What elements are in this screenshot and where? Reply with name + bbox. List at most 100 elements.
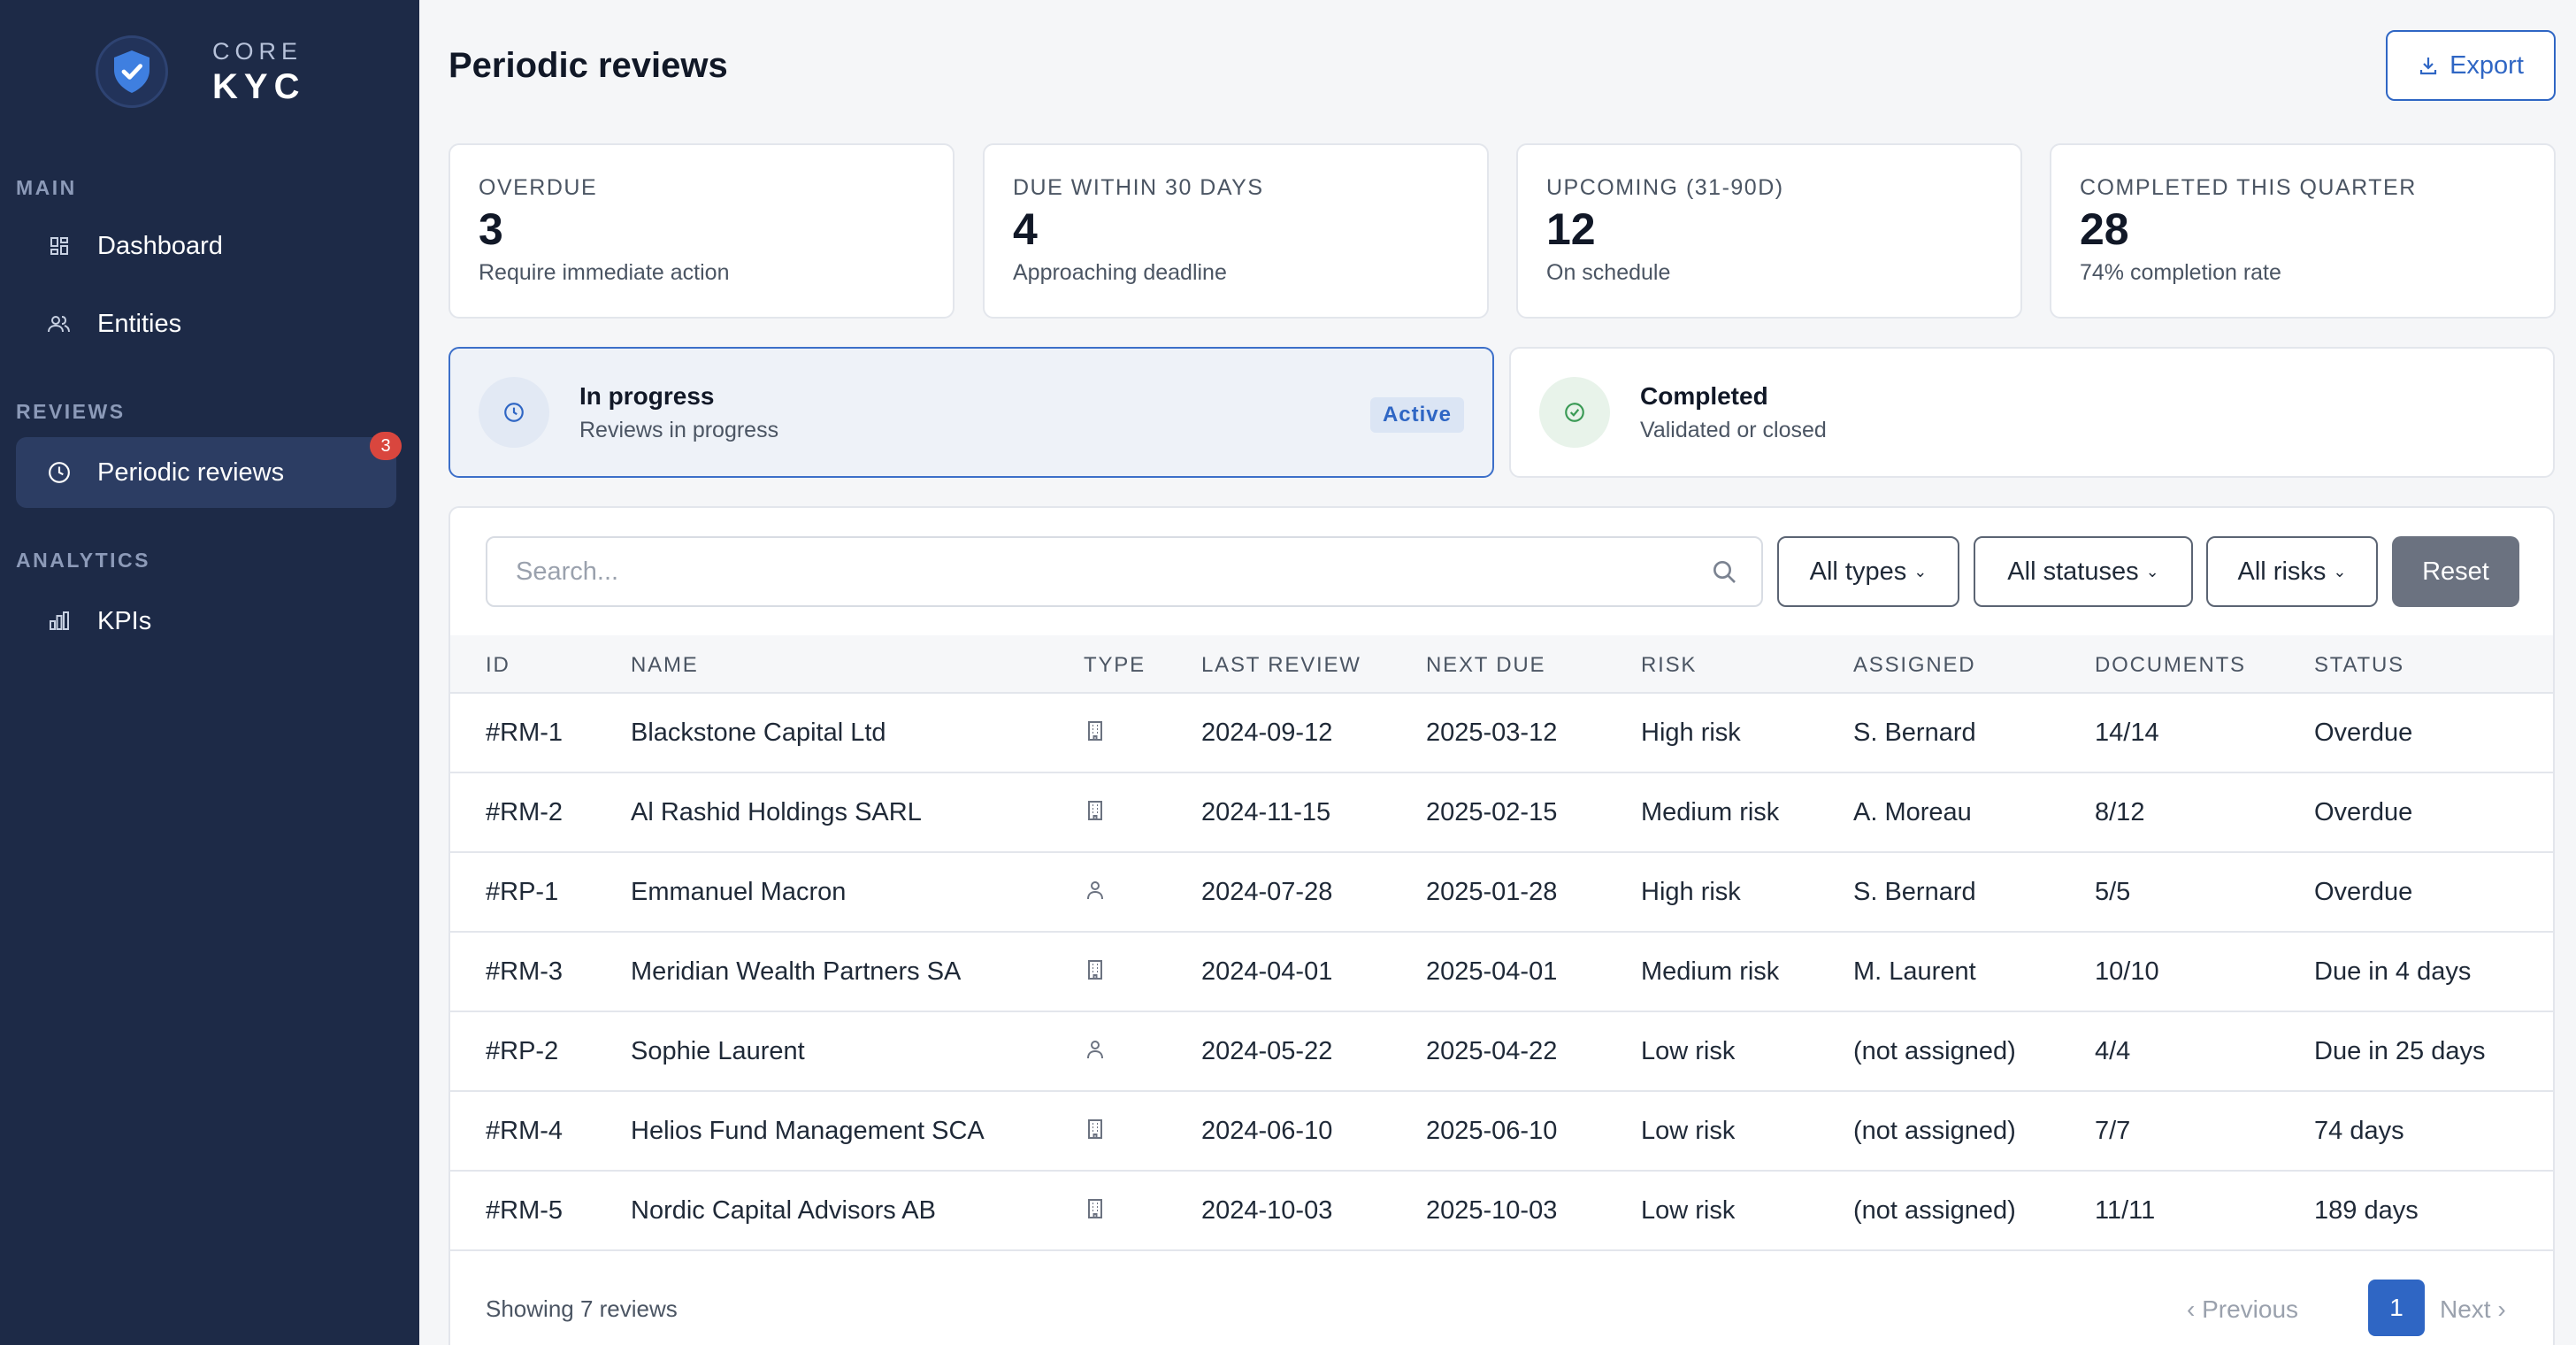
check-circle-icon xyxy=(1539,377,1610,448)
stat-value: 3 xyxy=(479,204,503,254)
cell-status: 74 days xyxy=(2314,1117,2404,1145)
table-row[interactable]: #RM-3 Meridian Wealth Partners SA 2024-04-… xyxy=(450,933,2553,1012)
cell-status: Due in 25 days xyxy=(2314,1037,2486,1065)
shield-check-icon xyxy=(96,35,168,108)
sidebar-item-entities[interactable]: Entities xyxy=(16,288,396,359)
cell-documents: 11/11 xyxy=(2095,1196,2156,1225)
stat-value: 4 xyxy=(1013,204,1038,254)
column-header-next-due[interactable]: NEXT DUE xyxy=(1426,653,1546,677)
pagination-next[interactable]: Next › xyxy=(2440,1295,2506,1323)
column-header-status[interactable]: STATUS xyxy=(2314,653,2404,677)
cell-assigned: A. Moreau xyxy=(1853,798,1972,826)
cell-documents: 14/14 xyxy=(2095,719,2159,747)
cell-last-review: 2024-06-10 xyxy=(1201,1117,1333,1145)
cell-name: Helios Fund Management SCA xyxy=(631,1117,985,1145)
table-row[interactable]: #RM-4 Helios Fund Management SCA 2024-06-1… xyxy=(450,1092,2553,1172)
filter-statuses-select[interactable]: All statuses ⌄ xyxy=(1974,536,2193,607)
cell-last-review: 2024-09-12 xyxy=(1201,719,1333,747)
cell-next-due: 2025-04-22 xyxy=(1426,1037,1558,1065)
tab-in-progress[interactable]: In progress Reviews in progress Active xyxy=(448,347,1494,478)
cell-assigned: S. Bernard xyxy=(1853,719,1976,747)
cell-risk: Low risk xyxy=(1641,1117,1736,1145)
cell-next-due: 2025-03-12 xyxy=(1426,719,1558,747)
chevron-down-icon: ⌄ xyxy=(2333,562,2347,580)
logo[interactable]: CORE KYC xyxy=(96,35,305,108)
tab-title: Completed xyxy=(1640,381,1768,410)
column-header-risk[interactable]: RISK xyxy=(1641,653,1698,677)
cell-assigned: (not assigned) xyxy=(1853,1196,2016,1225)
sidebar-item-kpis[interactable]: KPIs xyxy=(16,586,396,657)
notification-badge: 3 xyxy=(370,432,402,460)
reset-button[interactable]: Reset xyxy=(2392,536,2519,607)
cell-next-due: 2025-04-01 xyxy=(1426,957,1558,986)
cell-status: Overdue xyxy=(2314,878,2413,906)
table-row[interactable]: #RM-2 Al Rashid Holdings SARL 2024-11-15 20… xyxy=(450,773,2553,853)
cell-next-due: 2025-10-03 xyxy=(1426,1196,1558,1225)
stat-value: 12 xyxy=(1546,204,1596,254)
stat-sub: 74% completion rate xyxy=(2080,259,2281,285)
stat-sub: Require immediate action xyxy=(479,259,730,285)
tab-subtitle: Reviews in progress xyxy=(579,417,779,442)
stat-label: OVERDUE xyxy=(479,175,598,200)
cell-status: Due in 4 days xyxy=(2314,957,2472,986)
filter-label: All risks xyxy=(2237,557,2327,586)
cell-risk: Low risk xyxy=(1641,1196,1736,1225)
stat-card-due-30-days: DUE WITHIN 30 DAYS 4 Approaching deadlin… xyxy=(983,143,1489,319)
stat-value: 28 xyxy=(2080,204,2129,254)
tab-subtitle: Validated or closed xyxy=(1640,417,1827,442)
cell-risk: High risk xyxy=(1641,719,1741,747)
filter-label: All statuses xyxy=(2007,557,2139,586)
logo-top-text: CORE xyxy=(212,37,303,65)
pagination-previous[interactable]: ‹ Previous xyxy=(2187,1295,2299,1323)
cell-name: Emmanuel Macron xyxy=(631,878,847,906)
cell-id: #RM-5 xyxy=(486,1196,564,1225)
column-header-id[interactable]: ID xyxy=(486,653,510,677)
export-label: Export xyxy=(2450,50,2524,80)
active-badge: Active xyxy=(1369,397,1464,433)
column-header-assigned[interactable]: ASSIGNED xyxy=(1853,653,1976,677)
table-row[interactable]: #RP-1 Emmanuel Macron 2024-07-28 2025-01-28… xyxy=(450,853,2553,933)
cell-id: #RM-2 xyxy=(486,798,564,826)
chevron-down-icon: ⌄ xyxy=(1913,562,1928,580)
cell-name: Nordic Capital Advisors AB xyxy=(631,1196,936,1225)
pagination-page-1[interactable]: 1 xyxy=(2368,1280,2425,1336)
building-icon xyxy=(1085,959,1105,985)
search-input[interactable]: Search... xyxy=(486,536,1763,607)
download-icon xyxy=(2419,58,2437,75)
table-row[interactable]: #RM-5 Nordic Capital Advisors AB 2024-10-0… xyxy=(450,1172,2553,1251)
section-label-main: MAIN xyxy=(16,176,77,199)
bar-chart-icon xyxy=(46,608,73,634)
cell-last-review: 2024-10-03 xyxy=(1201,1196,1333,1225)
filter-types-select[interactable]: All types ⌄ xyxy=(1777,536,1959,607)
page-title: Periodic reviews xyxy=(448,46,728,85)
stat-card-upcoming: UPCOMING (31-90D) 12 On schedule xyxy=(1516,143,2022,319)
cell-id: #RM-4 xyxy=(486,1117,564,1145)
column-header-type[interactable]: TYPE xyxy=(1084,653,1146,677)
stat-card-overdue: OVERDUE 3 Require immediate action xyxy=(448,143,954,319)
tab-completed[interactable]: Completed Validated or closed xyxy=(1509,347,2555,478)
column-header-last-review[interactable]: LAST REVIEW xyxy=(1201,653,1361,677)
table-row[interactable]: #RM-1 Blackstone Capital Ltd 2024-09-12 202… xyxy=(450,694,2553,773)
cell-id: #RM-1 xyxy=(486,719,564,747)
cell-documents: 7/7 xyxy=(2095,1117,2131,1145)
sidebar-item-label: KPIs xyxy=(97,606,152,635)
cell-status: Overdue xyxy=(2314,719,2413,747)
cell-next-due: 2025-06-10 xyxy=(1426,1117,1558,1145)
cell-last-review: 2024-07-28 xyxy=(1201,878,1333,906)
table-row[interactable]: #RP-2 Sophie Laurent 2024-05-22 2025-04-22 L… xyxy=(450,1012,2553,1092)
building-icon xyxy=(1085,720,1105,746)
cell-assigned: (not assigned) xyxy=(1853,1117,2016,1145)
cell-assigned: S. Bernard xyxy=(1853,878,1976,906)
sidebar-item-label: Periodic reviews xyxy=(97,457,285,487)
filter-risks-select[interactable]: All risks ⌄ xyxy=(2206,536,2378,607)
table-header: ID NAME TYPE LAST REVIEW NEXT DUE RISK A… xyxy=(450,635,2553,694)
sidebar-item-dashboard[interactable]: Dashboard xyxy=(16,211,396,281)
cell-documents: 5/5 xyxy=(2095,878,2131,906)
column-header-name[interactable]: NAME xyxy=(631,653,699,677)
sidebar-item-periodic-reviews[interactable]: Periodic reviews 3 xyxy=(16,432,402,508)
section-label-analytics: ANALYTICS xyxy=(16,549,150,572)
export-button[interactable]: Export xyxy=(2386,30,2556,101)
sidebar-item-label: Dashboard xyxy=(97,231,223,260)
column-header-documents[interactable]: DOCUMENTS xyxy=(2095,653,2246,677)
tab-title: In progress xyxy=(579,381,715,410)
